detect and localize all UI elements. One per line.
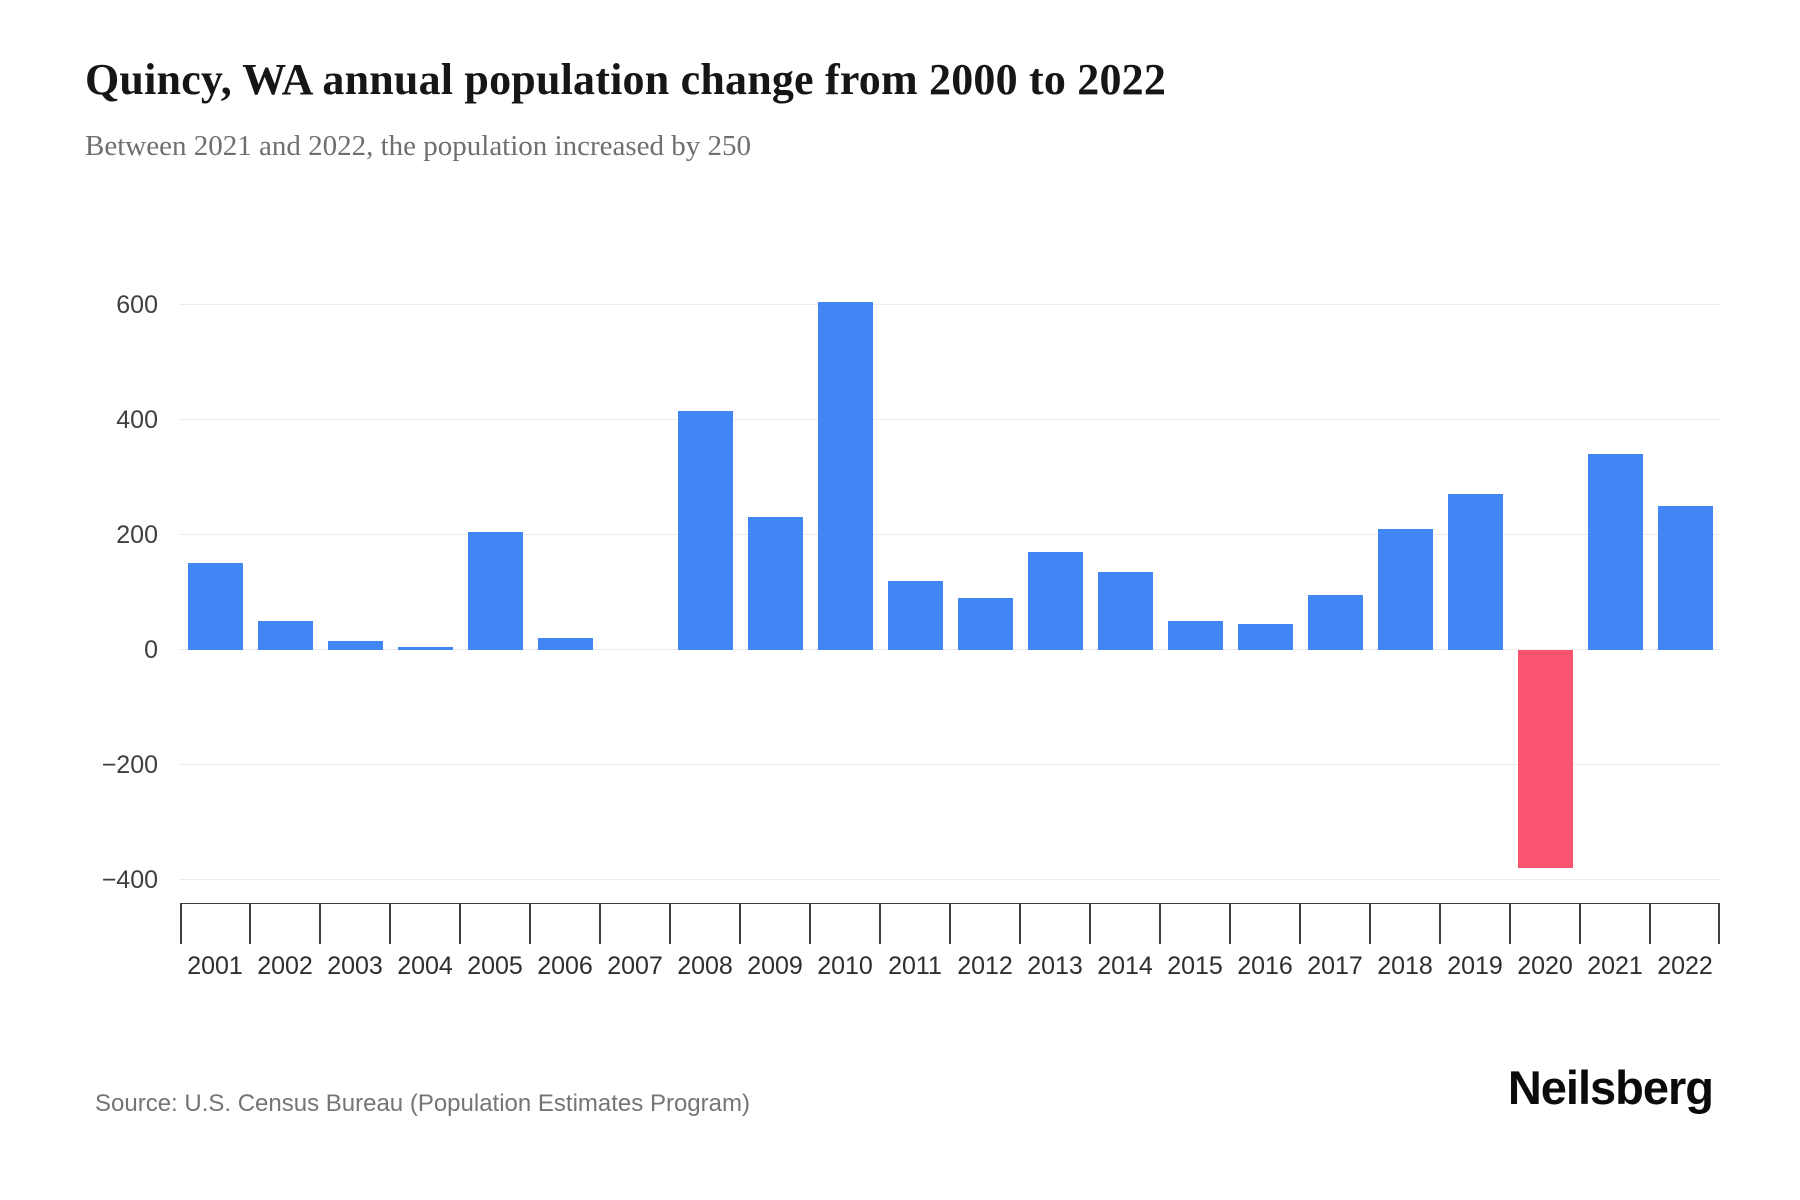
x-axis-tick xyxy=(1579,904,1581,944)
x-axis-label-2006: 2006 xyxy=(537,952,593,980)
bar-2001[interactable] xyxy=(187,563,243,650)
x-axis-label-2005: 2005 xyxy=(467,952,523,980)
x-axis-tick xyxy=(319,904,321,944)
y-axis-label: −400 xyxy=(101,865,158,894)
x-axis-label-2002: 2002 xyxy=(257,952,313,980)
bar-2005[interactable] xyxy=(467,531,523,650)
bar-2006[interactable] xyxy=(537,638,593,650)
bar-2019[interactable] xyxy=(1447,494,1503,650)
x-axis-label-2008: 2008 xyxy=(677,952,733,980)
y-axis-label: 200 xyxy=(116,520,158,549)
x-axis-tick xyxy=(1649,904,1651,944)
x-axis-label-2009: 2009 xyxy=(747,952,803,980)
source-note: Source: U.S. Census Bureau (Population E… xyxy=(95,1090,750,1117)
x-axis-tick xyxy=(1718,904,1720,944)
x-axis-tick xyxy=(1509,904,1511,944)
x-axis-tick xyxy=(599,904,601,944)
x-axis-tick xyxy=(180,904,182,944)
bar-2018[interactable] xyxy=(1377,528,1433,650)
y-gridline xyxy=(180,304,1720,305)
x-axis-label-2020: 2020 xyxy=(1517,952,1573,980)
bar-2004[interactable] xyxy=(397,646,453,650)
bar-2013[interactable] xyxy=(1027,551,1083,650)
brand-logo[interactable]: Neilsberg xyxy=(1507,1061,1714,1114)
y-gridline xyxy=(180,534,1720,535)
x-axis-tick xyxy=(1019,904,1021,944)
bar-2017[interactable] xyxy=(1307,594,1363,650)
x-axis-tick xyxy=(809,904,811,944)
x-axis-tick xyxy=(1159,904,1161,944)
x-axis-label-2017: 2017 xyxy=(1307,952,1363,980)
x-axis-label-2013: 2013 xyxy=(1027,952,1083,980)
x-axis-label-2019: 2019 xyxy=(1447,952,1503,980)
x-axis-tick xyxy=(1229,904,1231,944)
bar-2015[interactable] xyxy=(1167,620,1223,650)
x-axis-tick xyxy=(739,904,741,944)
x-axis-label-2007: 2007 xyxy=(607,952,663,980)
x-axis-label-2016: 2016 xyxy=(1237,952,1293,980)
y-gridline xyxy=(180,419,1720,420)
chart-subtitle: Between 2021 and 2022, the population in… xyxy=(85,130,752,162)
x-axis-label-2014: 2014 xyxy=(1097,952,1153,980)
x-axis-tick xyxy=(1369,904,1371,944)
x-axis-tick xyxy=(879,904,881,944)
y-axis-label: 400 xyxy=(116,405,158,434)
x-axis-tick xyxy=(459,904,461,944)
chart-title: Quincy, WA annual population change from… xyxy=(85,55,1167,104)
x-axis-tick xyxy=(949,904,951,944)
y-gridline xyxy=(180,879,1720,880)
bar-2009[interactable] xyxy=(747,517,803,650)
bar-2016[interactable] xyxy=(1237,623,1293,650)
x-axis-label-2021: 2021 xyxy=(1587,952,1643,980)
bar-2011[interactable] xyxy=(887,580,943,650)
x-axis-label-2015: 2015 xyxy=(1167,952,1223,980)
bar-2012[interactable] xyxy=(957,597,1013,650)
bar-2008[interactable] xyxy=(677,410,733,650)
x-axis-label-2010: 2010 xyxy=(817,952,873,980)
x-axis-tick xyxy=(1089,904,1091,944)
x-axis-tick xyxy=(1299,904,1301,944)
x-axis: 2001 2002 2003 2004 2005 2006 2007 2008 2009 2010… xyxy=(180,903,1720,994)
bar-2003[interactable] xyxy=(327,640,383,650)
x-axis-tick xyxy=(669,904,671,944)
y-gridline xyxy=(180,764,1720,765)
x-axis-tick xyxy=(389,904,391,944)
x-axis-label-2004: 2004 xyxy=(397,952,453,980)
y-axis-label: 600 xyxy=(116,290,158,319)
plot-area xyxy=(180,250,1720,903)
bar-2020[interactable] xyxy=(1517,649,1573,868)
x-axis-label-2003: 2003 xyxy=(327,952,383,980)
x-axis-label-2001: 2001 xyxy=(187,952,243,980)
x-axis-label-2018: 2018 xyxy=(1377,952,1433,980)
x-axis-tick xyxy=(1439,904,1441,944)
bar-2014[interactable] xyxy=(1097,571,1153,650)
x-axis-label-2012: 2012 xyxy=(957,952,1013,980)
bar-2002[interactable] xyxy=(257,620,313,650)
x-axis-label-2011: 2011 xyxy=(888,952,942,980)
x-axis-tick xyxy=(529,904,531,944)
y-axis-label: −200 xyxy=(101,750,158,779)
x-axis-tick xyxy=(249,904,251,944)
bar-2022[interactable] xyxy=(1657,505,1713,650)
bar-2010[interactable] xyxy=(817,301,873,650)
bar-2021[interactable] xyxy=(1587,454,1643,650)
y-gridline xyxy=(180,649,1720,650)
y-axis-label: 0 xyxy=(144,635,158,664)
x-axis-label-2022: 2022 xyxy=(1657,952,1713,980)
